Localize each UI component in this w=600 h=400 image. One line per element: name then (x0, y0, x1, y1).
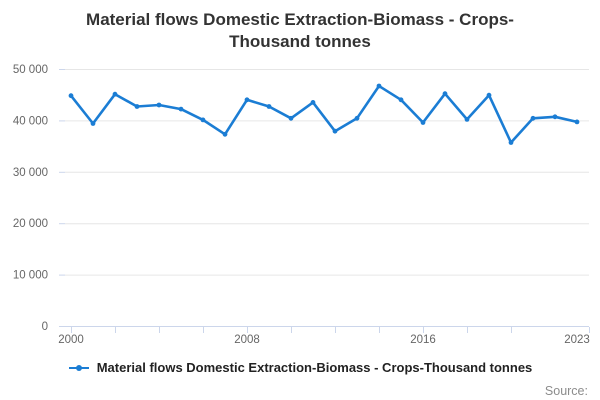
data-point[interactable] (442, 91, 448, 97)
data-point[interactable] (68, 93, 74, 99)
data-point[interactable] (222, 131, 228, 137)
data-point[interactable] (354, 115, 360, 121)
legend-item[interactable]: Material flows Domestic Extraction-Bioma… (0, 360, 600, 375)
data-point[interactable] (332, 128, 338, 134)
data-point[interactable] (398, 97, 404, 103)
data-point[interactable] (310, 100, 316, 105)
data-point[interactable] (574, 119, 580, 125)
data-point[interactable] (90, 121, 96, 126)
data-point[interactable] (244, 97, 250, 103)
x-axis-label: 2023 (564, 334, 590, 346)
x-axis-label: 2000 (58, 334, 84, 346)
y-axis-label: 20 000 (13, 218, 48, 230)
data-point[interactable] (134, 104, 140, 109)
data-point[interactable] (376, 83, 382, 89)
data-point[interactable] (178, 106, 184, 112)
data-point[interactable] (420, 120, 426, 125)
source-label: Source: (544, 384, 588, 398)
x-axis-label: 2016 (410, 334, 436, 346)
series-line[interactable] (69, 84, 579, 144)
y-axis-label: 10 000 (13, 270, 48, 282)
data-point[interactable] (486, 92, 492, 98)
y-axis-label: 50 000 (13, 64, 48, 76)
legend-label: Material flows Domestic Extraction-Bioma… (96, 360, 533, 375)
data-point[interactable] (112, 91, 118, 97)
y-axis-label: 0 (42, 321, 48, 333)
data-point[interactable] (464, 117, 470, 122)
y-axis-label: 30 000 (13, 167, 48, 179)
data-point[interactable] (200, 117, 206, 123)
data-point[interactable] (530, 115, 536, 121)
legend-line-marker-icon (68, 362, 90, 374)
y-axis-label: 40 000 (13, 115, 48, 127)
data-point[interactable] (288, 115, 294, 121)
data-point[interactable] (508, 140, 514, 145)
data-point[interactable] (266, 104, 272, 109)
data-point[interactable] (156, 102, 162, 108)
chart-title: Material flows Domestic Extraction-Bioma… (86, 10, 514, 52)
data-point[interactable] (552, 114, 558, 120)
x-axis-label: 2008 (234, 334, 260, 346)
